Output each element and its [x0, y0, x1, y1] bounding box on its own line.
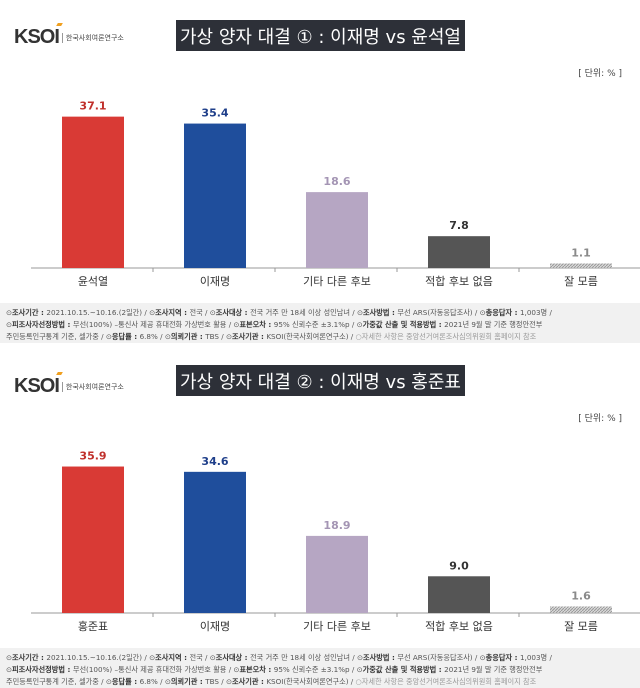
- footnote-value: TBS: [205, 332, 219, 341]
- chart-title: 가상 양자 대결 ① : 이재명 vs 윤석열: [176, 20, 465, 51]
- footnote-value: 95% 신뢰수준 ±3.1%p: [273, 665, 350, 674]
- footnote-value: 전국 거주 만 18세 이상 성인남녀: [250, 308, 350, 317]
- footnote-value: KSOI(한국사회여론연구소): [266, 332, 349, 341]
- data-label: 7.8: [449, 219, 469, 232]
- bar-5: [550, 606, 612, 613]
- footnote-value: 전국 거주 만 18세 이상 성인남녀: [250, 653, 350, 662]
- category-label: 잘 모름: [564, 620, 598, 633]
- footnote-key: 피조사자선정방법: [12, 320, 65, 329]
- bar-1: [62, 466, 124, 613]
- footnote-key: 응답률: [111, 332, 132, 341]
- footnote-key: 조사대상: [215, 653, 243, 662]
- footnote-value: 6.8%: [139, 332, 158, 341]
- chart-title: 가상 양자 대결 ② : 이재명 vs 홍준표: [176, 365, 465, 396]
- logo-mark: KSOI: [14, 26, 60, 48]
- footnote-value: 전국: [189, 653, 203, 662]
- ksoi-logo: KSOI 한국사회여론연구소: [14, 26, 124, 49]
- bar-4: [428, 236, 490, 268]
- footnote-key: 표본오차: [239, 320, 266, 329]
- bar-2: [184, 471, 246, 613]
- footnote-value: 전국: [189, 308, 203, 317]
- category-label: 적합 후보 없음: [425, 620, 493, 633]
- footnote-value: 6.8%: [139, 677, 158, 686]
- chart-panel-2: KSOI 한국사회여론연구소 가상 양자 대결 ② : 이재명 vs 홍준표 […: [0, 345, 640, 688]
- footnote-value: 무선 ARS(자동응답조사): [397, 308, 473, 317]
- footnote-key: 총응답자: [485, 653, 513, 662]
- category-label: 기타 다른 후보: [303, 620, 371, 633]
- footnote-key: 조사방법: [363, 308, 390, 317]
- footnote-key: 총응답자: [485, 308, 513, 317]
- footnote-value: TBS: [205, 677, 219, 686]
- footnote-key: 조사방법: [363, 653, 390, 662]
- footnote-value: 무선 ARS(자동응답조사): [397, 653, 473, 662]
- data-label: 34.6: [201, 455, 228, 468]
- footnote-key: 피조사자선정방법: [12, 665, 65, 674]
- unit-label: [ 단위: % ]: [578, 69, 622, 79]
- logo-mark: KSOI: [14, 375, 60, 397]
- footnote-value: 무선(100%) –통신사 제공 휴대전화 가상번호 활용: [72, 665, 227, 674]
- footnote-text: 주민등록인구통계 기준, 셀가중: [6, 677, 99, 686]
- data-label: 18.6: [323, 175, 350, 188]
- footnote-key: 의뢰기관: [170, 332, 198, 341]
- category-label: 적합 후보 없음: [425, 275, 493, 288]
- footnote-key: 의뢰기관: [170, 677, 198, 686]
- category-label: 잘 모름: [564, 275, 598, 288]
- logo-subtitle: 한국사회여론연구소: [61, 381, 124, 392]
- survey-footnote: ⊙조사기간 : 2021.10.15.~10.16.(2일간) / ⊙조사지역 …: [0, 648, 640, 688]
- data-label: 9.0: [449, 559, 469, 572]
- footnote-key: 조사기간: [12, 653, 39, 662]
- survey-footnote: ⊙조사기간 : 2021.10.15.~10.16.(2일간) / ⊙조사지역 …: [0, 303, 640, 343]
- ksoi-logo: KSOI 한국사회여론연구소: [14, 375, 124, 398]
- category-label: 홍준표: [78, 619, 108, 633]
- category-label: 기타 다른 후보: [303, 275, 371, 288]
- footnote-value: 2021년 9월 말 기준 행정안전부: [444, 665, 543, 674]
- footnote-value: 2021.10.15.~10.16.(2일간): [46, 308, 143, 317]
- bar-3: [306, 192, 368, 268]
- data-label: 18.9: [323, 519, 350, 532]
- bar-chart: 37.1 윤석열 35.4 이재명 18.6 기타 다른 후보 7.8 적합 후보 없음 1.1…: [31, 100, 640, 288]
- data-label: 35.4: [201, 107, 228, 120]
- category-label: 이재명: [200, 620, 230, 633]
- footnote-key: 가중값 산출 및 적용방법: [362, 665, 437, 674]
- bar-4: [428, 576, 490, 613]
- footnote-key: 조사대상: [215, 308, 243, 317]
- data-label: 37.1: [79, 100, 106, 113]
- chart-panel-1: KSOI 한국사회여론연구소 가상 양자 대결 ① : 이재명 vs 윤석열 […: [0, 0, 640, 345]
- bar-3: [306, 535, 368, 613]
- unit-label: [ 단위: % ]: [578, 414, 622, 424]
- footnote-key: 조사지역: [155, 308, 182, 317]
- bar-2: [184, 123, 246, 269]
- bar-chart: 35.9 홍준표 34.6 이재명 18.9 기타 다른 후보 9.0 적합 후보 없음 1.6…: [31, 450, 640, 633]
- category-label: 윤석열: [78, 275, 108, 288]
- footnote-value: 2021.10.15.~10.16.(2일간): [46, 653, 143, 662]
- footnote-key: 조사기관: [231, 332, 259, 341]
- footnote-key: 조사기간: [12, 308, 39, 317]
- footnote-note: 자세한 사항은 중앙선거여론조사심의위원회 홈페이지 참조: [361, 677, 537, 686]
- footnote-value: 1,003명: [519, 308, 548, 317]
- data-label: 35.9: [79, 450, 106, 463]
- footnote-key: 조사지역: [155, 653, 182, 662]
- footnote-note: 자세한 사항은 중앙선거여론조사심의위원회 홈페이지 참조: [361, 332, 537, 341]
- footnote-key: 조사기관: [231, 677, 259, 686]
- footnote-value: 1,003명: [519, 653, 548, 662]
- footnote-text: 주민등록인구통계 기준, 셀가중: [6, 332, 99, 341]
- footnote-key: 표본오차: [239, 665, 266, 674]
- footnote-value: KSOI(한국사회여론연구소): [266, 677, 349, 686]
- bar-5: [550, 263, 612, 268]
- logo-subtitle: 한국사회여론연구소: [61, 32, 124, 43]
- footnote-value: 95% 신뢰수준 ±3.1%p: [273, 320, 350, 329]
- category-label: 이재명: [200, 275, 230, 288]
- bar-1: [62, 116, 124, 268]
- data-label: 1.6: [571, 589, 591, 602]
- footnote-value: 2021년 9월 말 기준 행정안전부: [444, 320, 543, 329]
- footnote-key: 가중값 산출 및 적용방법: [362, 320, 437, 329]
- footnote-value: 무선(100%) –통신사 제공 휴대전화 가상번호 활용: [72, 320, 227, 329]
- data-label: 1.1: [571, 247, 591, 260]
- footnote-key: 응답률: [111, 677, 132, 686]
